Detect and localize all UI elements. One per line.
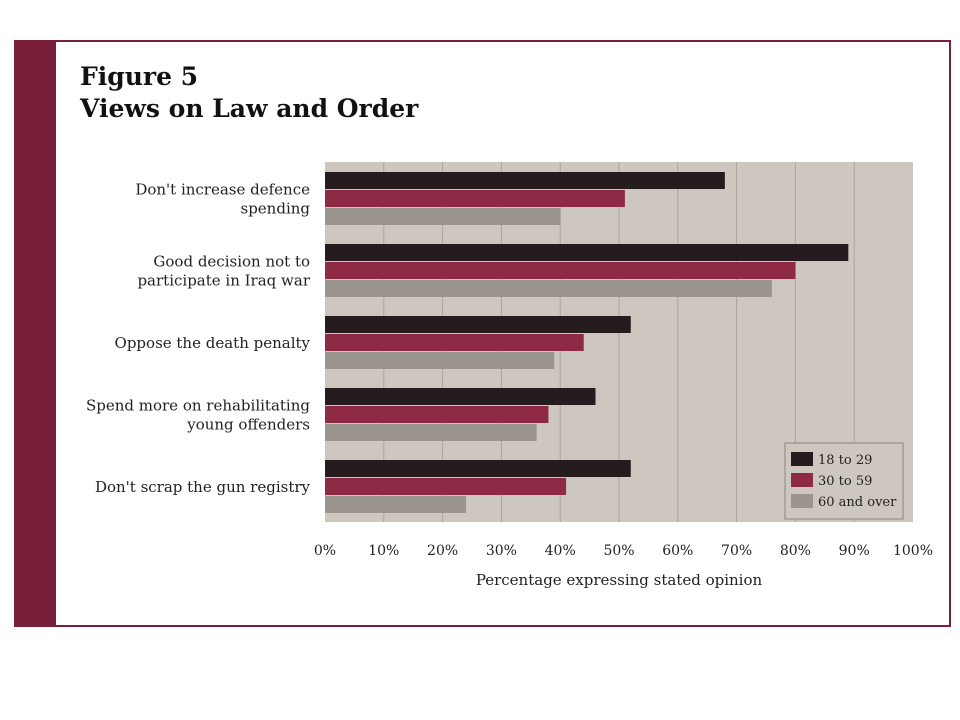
x-tick-label: 0% (314, 543, 336, 559)
bar (325, 352, 555, 369)
x-tick-label: 20% (427, 543, 458, 559)
figure-label: Figure 5 (80, 62, 199, 91)
x-tick-label: 100% (893, 543, 933, 559)
bar (325, 280, 772, 297)
legend-label: 30 to 59 (818, 474, 872, 489)
bar (325, 388, 596, 405)
bar (325, 244, 849, 261)
category-label: Oppose the death penalty (115, 334, 311, 352)
bar (325, 496, 467, 513)
bar (325, 478, 567, 495)
legend-label: 60 and over (818, 495, 897, 510)
x-tick-label: 70% (721, 543, 752, 559)
x-tick-label: 40% (545, 543, 576, 559)
legend-label: 18 to 29 (818, 453, 872, 468)
bar (325, 262, 796, 279)
legend: 18 to 29 30 to 59 60 and over (784, 442, 904, 520)
category-label: participate in Iraq war (137, 272, 310, 290)
x-tick-label: 60% (662, 543, 693, 559)
bar (325, 172, 725, 189)
category-label: Don't increase defence (135, 181, 310, 199)
bar (325, 460, 631, 477)
x-tick-label: 30% (486, 543, 517, 559)
bar (325, 208, 561, 225)
x-tick-label: 80% (780, 543, 811, 559)
legend-swatch (791, 452, 813, 466)
figure-title: Views on Law and Order (80, 94, 419, 123)
category-label: young offenders (186, 416, 310, 434)
accent-bar (14, 40, 56, 627)
x-tick-label: 10% (368, 543, 399, 559)
category-label: Spend more on rehabilitating (86, 397, 310, 415)
bar (325, 424, 537, 441)
bar (325, 190, 625, 207)
category-label: Good decision not to (153, 253, 310, 271)
x-tick-label: 90% (839, 543, 870, 559)
x-tick-label: 50% (603, 543, 634, 559)
bar (325, 316, 631, 333)
legend-swatch (791, 494, 813, 508)
bar (325, 334, 584, 351)
tick-labels: 0% 10% 20% 30% 40% 50% 60% 70% 80% 90% 100% (314, 543, 933, 559)
category-label: Don't scrap the gun registry (95, 478, 311, 496)
legend-swatch (791, 473, 813, 487)
x-axis-title: Percentage expressing stated opinion (476, 571, 763, 589)
category-label: spending (241, 200, 311, 218)
bars (325, 172, 849, 513)
bar (325, 406, 549, 423)
